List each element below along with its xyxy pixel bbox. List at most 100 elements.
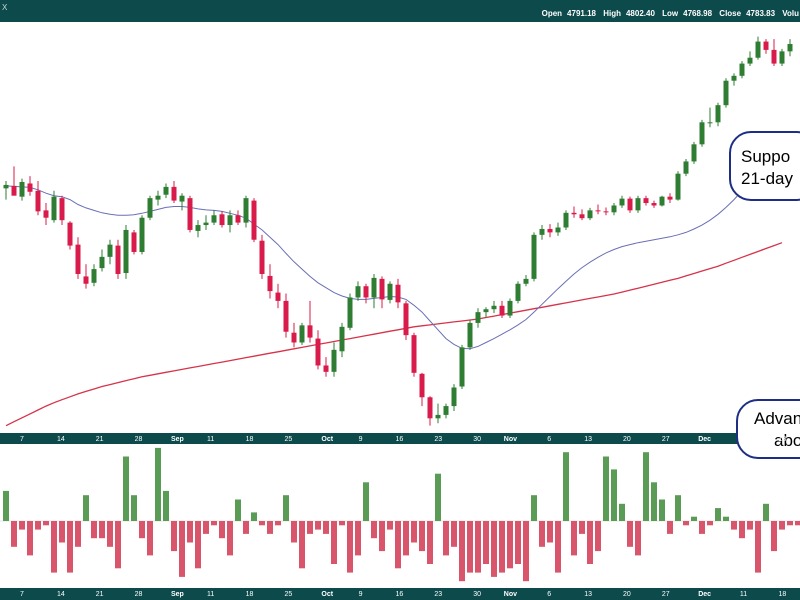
candle-body [51,196,57,221]
breadth-bar [211,521,217,526]
breadth-bar [643,452,649,521]
x-tick-label: 13 [584,591,592,598]
low-value: 4768.98 [683,9,713,18]
breadth-bar [403,521,409,556]
x-tick-label: 11 [739,591,748,598]
breadth-bar [307,521,313,534]
candle-body [395,284,401,303]
candle-body [499,305,505,316]
candle-body [427,397,433,419]
x-tick-label: Sep [170,436,184,443]
candle-body [563,212,569,228]
candle-body [59,198,65,221]
breadth-bar [235,499,241,521]
candle-body [763,41,769,50]
candle-body [379,278,385,300]
high-label: High [603,9,621,18]
candle-body [691,144,697,162]
candle-body [35,190,41,212]
breadth-bar [635,521,641,556]
candle-body [523,278,529,284]
breadth-bar [379,521,385,552]
breadth-bar [507,521,513,569]
breadth-bar [571,521,577,556]
candle-body [731,75,737,81]
breadth-bar [691,516,697,521]
breadth-bar [451,521,457,547]
x-tick-label: 21 [95,436,104,443]
breadth-bar [267,521,273,534]
ma21-line [5,147,783,350]
candle-body [243,198,249,223]
candle-body [195,225,201,231]
support-callout-line2: 21-day [741,169,793,188]
breadth-bar [51,521,57,573]
candle-body [619,198,625,206]
breadth-bar [19,521,25,530]
breadth-bar [787,521,793,526]
x-tick-label: 14 [56,591,65,598]
breadth-bar [483,521,489,564]
breadth-bar [795,521,800,526]
candle-body [371,277,377,298]
candle-body [539,228,545,235]
candle-body [403,303,409,336]
breadth-bar [219,521,225,539]
candle-body [235,215,241,223]
breadth-bar [139,521,145,539]
x-tick-label: 30 [473,591,481,598]
candle-body [307,325,313,338]
candle-body [651,203,657,206]
candle-body [259,240,265,274]
breadth-bar [499,521,505,573]
x-tick-label: Dec [698,436,712,443]
candle-body [155,195,161,200]
close-label: Close [719,9,742,18]
breadth-bar [291,521,297,543]
candle-body [67,222,73,246]
candle-body [643,198,649,204]
breadth-bar [195,521,201,569]
breadth-bar [43,521,49,526]
advance-callout-line2: abo [774,431,800,450]
breadth-bar [683,521,689,526]
x-tick-label: Oct [321,591,334,598]
candle-body [435,414,441,419]
candle-body [83,276,89,284]
candle-body [627,198,633,211]
x-tick-label: 20 [623,436,631,443]
breadth-bar [107,521,113,547]
candle-body [283,300,289,332]
breadth-bar [123,456,129,521]
breadth-bar [347,521,353,573]
candle-body [171,186,177,201]
breadth-bar [715,508,721,521]
candle-body [459,347,465,387]
high-value: 4802.40 [625,9,655,18]
candle-body [515,283,521,301]
breadth-bar [395,521,401,569]
candle-body [675,173,681,200]
breadth-bar [747,521,753,530]
breadth-bar [91,521,97,539]
breadth-bar [187,521,193,543]
x-tick-label: 25 [284,436,293,443]
breadth-bar [371,521,377,539]
breadth-bar [579,521,585,534]
breadth-bar [707,521,713,526]
breadth-bar [275,521,281,526]
breadth-bar [619,503,625,521]
candle-body [267,275,273,292]
breadth-bar [771,521,777,552]
x-tick-label: 16 [395,591,404,598]
candle-body [187,198,193,230]
candle-body [147,198,153,218]
candle-body [747,57,753,64]
x-axis-bar-upper [0,433,800,444]
candle-body [443,406,449,415]
breadth-bar [675,495,681,521]
breadth-bar [355,521,361,556]
candle-body [659,196,665,206]
x-tick-label: 13 [584,436,592,443]
